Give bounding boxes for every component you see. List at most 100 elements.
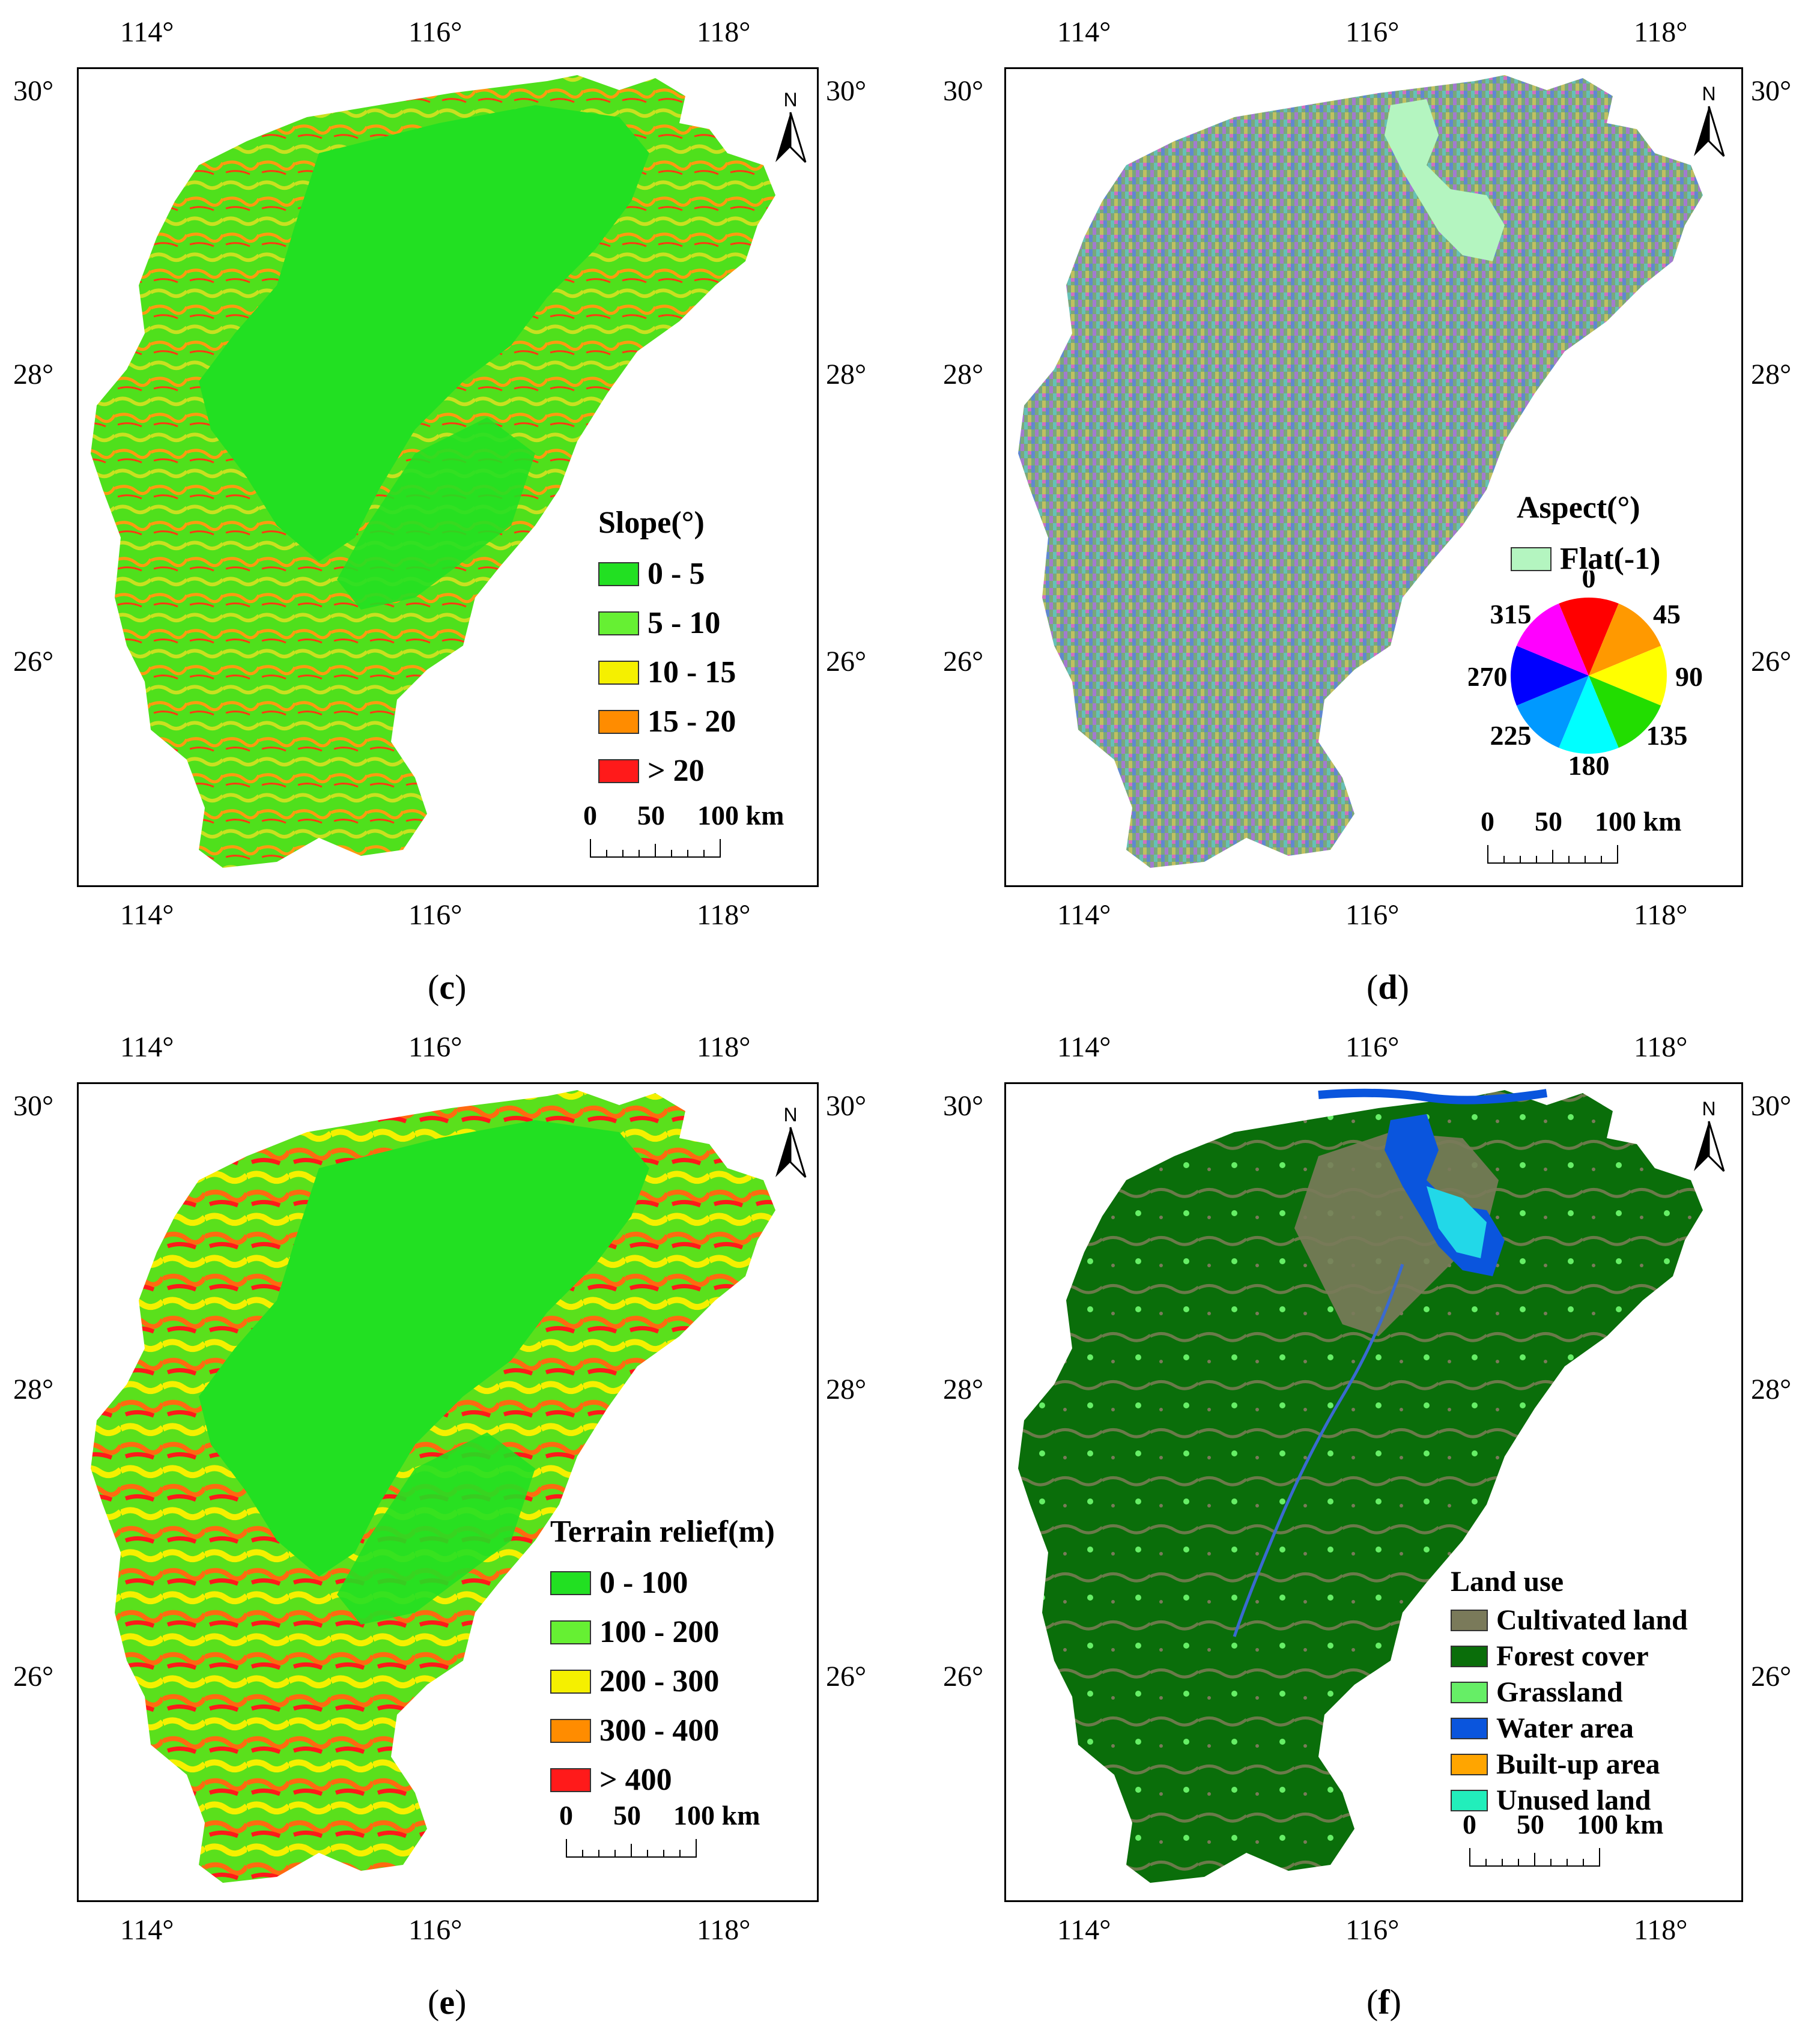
scale-label-0: 0 (1481, 806, 1494, 837)
aspect-label-135: 135 (1646, 720, 1688, 751)
legend-item-flat: Flat(-1) (1511, 535, 1660, 584)
scale-bar-ticks (566, 1839, 697, 1858)
lowland-green (199, 105, 649, 562)
legend-swatch (550, 1620, 591, 1644)
lon-label-bottom-118: 118° (1634, 1914, 1688, 1946)
north-arrow: N (1688, 1096, 1730, 1174)
aspect-sector-225 (1516, 676, 1589, 748)
legend-title: Land use (1451, 1566, 1564, 1598)
lat-label-left-30: 30° (943, 1090, 984, 1122)
scale-label-0: 0 (583, 800, 597, 831)
lat-label-left-26: 26° (13, 646, 54, 677)
scale-bar-ticks (590, 839, 721, 858)
legend-item: > 400 (550, 1756, 775, 1805)
svg-text:N: N (783, 89, 797, 111)
north-arrow: N (769, 87, 811, 165)
lon-label-top-118: 118° (1634, 16, 1688, 48)
lowland-green-2 (337, 417, 535, 610)
legend-item: 5 - 10 (598, 599, 736, 648)
lon-label-bottom-118: 118° (1634, 899, 1688, 931)
map-frame: N Land use Cultivated land Forest cover … (1004, 1082, 1743, 1902)
legend-item: > 20 (598, 747, 736, 796)
panel-caption: (c) (428, 968, 467, 1007)
legend-swatch (550, 1670, 591, 1694)
flat-area-poyang-lake (1385, 99, 1505, 261)
svg-text:N: N (1702, 1098, 1715, 1120)
aspect-label-180: 180 (1568, 750, 1610, 781)
legend-swatch (550, 1768, 591, 1792)
map-frame: N Terrain relief(m) 0 - 100 100 - 200 20… (77, 1082, 819, 1902)
legend-swatch (1451, 1718, 1488, 1739)
relief-legend: Terrain relief(m) 0 - 100 100 - 200 200 … (550, 1516, 775, 1805)
north-arrow-icon: N (775, 89, 807, 163)
map-terrain-relief (91, 1090, 775, 1883)
lat-label-right-26: 26° (1751, 1661, 1792, 1692)
legend-item: Unused land (1451, 1783, 1688, 1819)
lon-label-top-114: 114° (1057, 16, 1111, 48)
lon-label-top-114: 114° (120, 1031, 174, 1063)
land-use-legend: Land use Cultivated land Forest cover Gr… (1451, 1568, 1688, 1819)
legend-swatch (598, 661, 639, 685)
lon-label-bottom-116: 116° (1345, 899, 1400, 931)
aspect-sector-135 (1589, 676, 1661, 748)
scale-label-50: 50 (613, 1800, 641, 1831)
panel-terrain-relief: 114° 116° 118° 30° 28° 26° 30° 28° 26° N (0, 1015, 910, 2033)
panel-caption: (d) (1367, 968, 1409, 1007)
scale-bar: 0 50 100 km (577, 800, 784, 868)
aspect-label-225: 225 (1490, 720, 1532, 751)
lat-label-right-26: 26° (1751, 646, 1792, 677)
scale-label-100: 100 km (1577, 1809, 1664, 1840)
lat-label-right-26: 26° (826, 1661, 867, 1692)
panel-land-use: 114° 116° 118° 30° 28° 26° 30° 28° 26° (910, 1015, 1820, 2033)
legend-swatch (1451, 1754, 1488, 1775)
aspect-label-45: 45 (1653, 599, 1681, 629)
legend-item: 300 - 400 (550, 1706, 775, 1756)
aspect-sector-180 (1559, 676, 1619, 754)
panel-caption: (f) (1367, 1983, 1401, 2022)
legend-item: 100 - 200 (550, 1608, 775, 1657)
lat-label-right-30: 30° (826, 1090, 867, 1122)
lon-label-bottom-116: 116° (408, 899, 463, 931)
legend-swatch (550, 1571, 591, 1595)
scale-label-100: 100 km (673, 1800, 760, 1831)
lat-label-left-28: 28° (943, 1374, 984, 1405)
scale-bar-ticks (1487, 845, 1618, 864)
lon-label-bottom-114: 114° (1057, 899, 1111, 931)
aspect-color-wheel: 0 45 90 135 180 225 270 315 (1469, 571, 1703, 781)
legend-item: 10 - 15 (598, 648, 736, 697)
lon-label-top-114: 114° (1057, 1031, 1111, 1063)
scale-bar: 0 50 100 km (1475, 806, 1681, 874)
lat-label-left-26: 26° (943, 1661, 984, 1692)
lon-label-bottom-114: 114° (120, 899, 174, 931)
scale-label-50: 50 (1517, 1809, 1544, 1840)
svg-text:N: N (783, 1104, 797, 1126)
lon-label-top-118: 118° (1634, 1031, 1688, 1063)
legend-swatch (598, 562, 639, 586)
lowland-green-2 (337, 1432, 535, 1625)
north-arrow: N (1688, 81, 1730, 159)
legend-item: 15 - 20 (598, 697, 736, 747)
gan-river (1233, 1264, 1404, 1637)
lon-label-top-118: 118° (697, 16, 751, 48)
legend-swatch (598, 611, 639, 635)
scale-label-0: 0 (1463, 1809, 1476, 1840)
legend-item: Forest cover (1451, 1638, 1688, 1674)
lat-label-left-26: 26° (943, 646, 984, 677)
legend-swatch (1451, 1682, 1488, 1703)
aspect-legend: Aspect(°) Flat(-1) (1511, 492, 1660, 584)
scale-label-50: 50 (637, 800, 665, 831)
lat-label-left-26: 26° (13, 1661, 54, 1692)
yangtze-river (1318, 1088, 1548, 1104)
province-shape (1018, 1090, 1703, 1883)
legend-item: Water area (1451, 1710, 1688, 1747)
north-arrow-icon: N (1694, 83, 1725, 157)
poyang-lake-unused (1427, 1186, 1487, 1258)
lon-label-bottom-116: 116° (1345, 1914, 1400, 1946)
lat-label-left-28: 28° (13, 359, 54, 390)
north-arrow: N (769, 1102, 811, 1180)
aspect-sector-45 (1589, 603, 1661, 676)
slope-legend: Slope(°) 0 - 5 5 - 10 10 - 15 15 - 20 > … (598, 507, 736, 796)
legend-swatch (1511, 547, 1552, 571)
aspect-label-270: 270 (1469, 661, 1508, 692)
lon-label-top-116: 116° (408, 1031, 463, 1063)
